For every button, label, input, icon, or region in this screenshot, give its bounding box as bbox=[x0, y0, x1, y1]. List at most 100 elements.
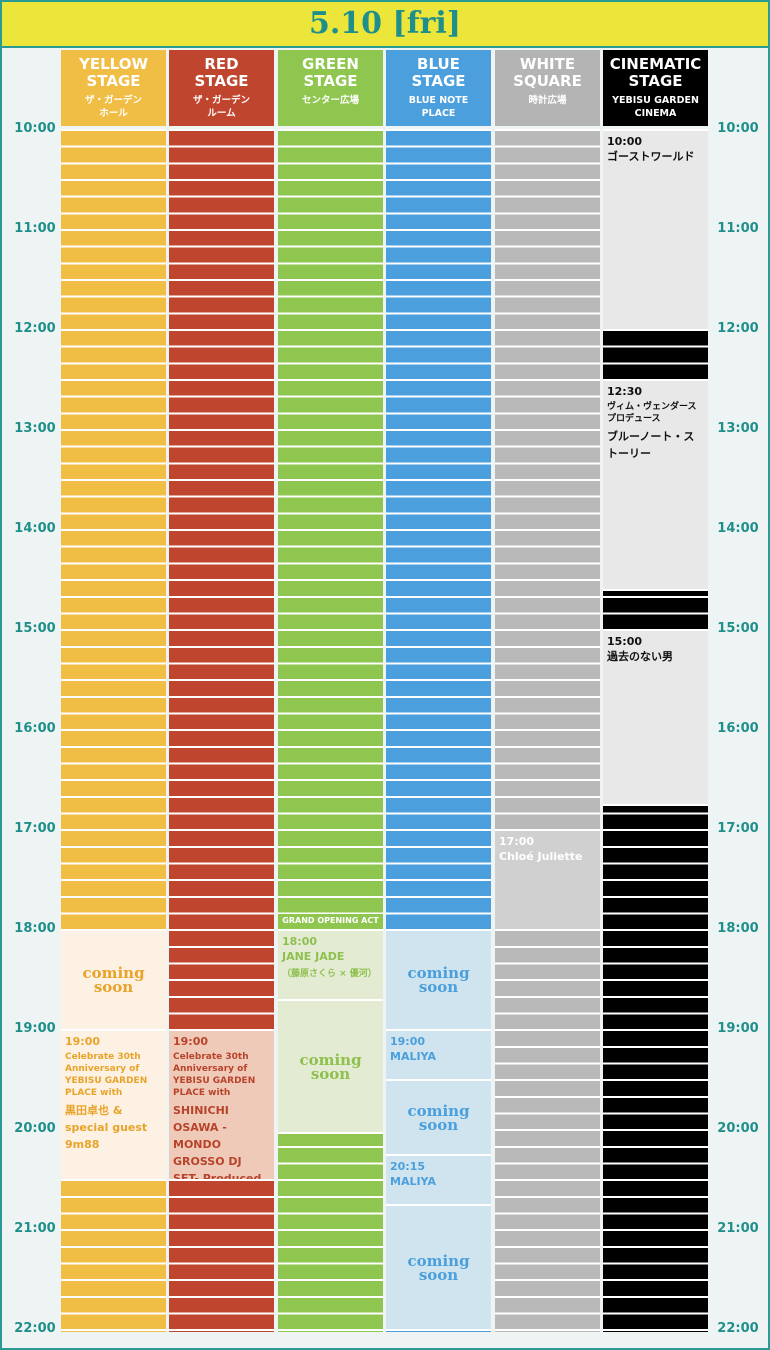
time-label: 17:00 bbox=[717, 821, 759, 836]
event-title: ゴーストワールド bbox=[607, 150, 695, 163]
coming-soon: coming soon bbox=[407, 964, 470, 996]
stage-name: GREEN STAGE bbox=[302, 55, 359, 90]
time-label: 10:00 bbox=[717, 121, 759, 136]
time-label: 11:00 bbox=[717, 221, 759, 236]
event-block: coming soon bbox=[386, 1206, 491, 1331]
event-block: 19:00 Celebrate 30th Anniversary of YEBIS… bbox=[169, 1031, 274, 1181]
event-time: 12:30 bbox=[607, 385, 643, 398]
stage-timeline: 19:00 Celebrate 30th Anniversary of YEBIS… bbox=[169, 129, 274, 1332]
time-label: 18:00 bbox=[717, 921, 759, 936]
event-block: 19:00 MALIYA bbox=[386, 1031, 491, 1081]
stage-column: YELLOW STAGE ザ・ガーデン ホール coming soon 19:00 Ce… bbox=[61, 2, 166, 1348]
event-time: 19:00 bbox=[65, 1035, 101, 1048]
coming-soon: coming soon bbox=[407, 1251, 470, 1284]
time-label: 14:00 bbox=[717, 521, 759, 536]
event-block: coming soon bbox=[278, 1001, 383, 1134]
stage-timeline: 10:00 ゴーストワールド 12:30 ヴィム・ヴェンダース プロデュースブルーノー… bbox=[603, 129, 708, 1332]
stage-timeline: coming soon 19:00 Celebrate 30th Anniversa… bbox=[61, 129, 166, 1332]
stage-column: RED STAGE ザ・ガーデン ルーム 19:00 Celebrate 30th A… bbox=[169, 2, 274, 1348]
stage-header: BLUE STAGE BLUE NOTE PLACE bbox=[386, 50, 491, 126]
event-time: 15:00 bbox=[607, 635, 643, 648]
time-label: 13:00 bbox=[717, 421, 759, 436]
date-title: 5.10 [fri] bbox=[2, 2, 768, 48]
event-note: Celebrate 30th Anniversary of YEBISU GAR… bbox=[65, 1052, 148, 1098]
event-title: MALIYA bbox=[390, 1050, 436, 1063]
stage-name: RED STAGE bbox=[194, 55, 249, 90]
time-label: 12:00 bbox=[717, 321, 759, 336]
opening-band: GRAND OPENING ACT bbox=[278, 914, 383, 928]
event-time: 19:00 bbox=[390, 1035, 426, 1048]
event-block: coming soon bbox=[386, 1081, 491, 1156]
event-block: 20:15 MALIYA bbox=[386, 1156, 491, 1206]
stage-header: YELLOW STAGE ザ・ガーデン ホール bbox=[61, 50, 166, 126]
time-label: 16:00 bbox=[14, 721, 56, 736]
stage-venue: ザ・ガーデン ホール bbox=[84, 95, 142, 119]
stage-column: BLUE STAGE BLUE NOTE PLACE coming soon 19:0… bbox=[386, 2, 491, 1348]
stage-timeline: coming soon 19:00 MALIYA coming soon 20:15 MA… bbox=[386, 129, 491, 1332]
stage-timeline: 17:00 Chloé Juliette bbox=[495, 129, 600, 1332]
time-label: 18:00 bbox=[14, 921, 56, 936]
stage-column: CINEMATIC STAGE YEBISU GARDEN CINEMA 10:00… bbox=[603, 2, 708, 1348]
stage-venue: YEBISU GARDEN CINEMA bbox=[612, 95, 699, 119]
time-label: 22:00 bbox=[717, 1321, 759, 1336]
time-label: 12:00 bbox=[14, 321, 56, 336]
stage-name: WHITE SQUARE bbox=[513, 55, 582, 90]
time-label: 17:00 bbox=[14, 821, 56, 836]
event-time: 20:15 bbox=[390, 1160, 426, 1173]
time-label: 14:00 bbox=[14, 521, 56, 536]
time-label: 21:00 bbox=[14, 1221, 56, 1236]
event-title: ブルーノート・ストーリー bbox=[607, 430, 695, 460]
coming-soon: coming soon bbox=[407, 1101, 470, 1134]
stage-column: WHITE SQUARE 時計広場 17:00 Chloé Juliette bbox=[495, 2, 600, 1348]
stage-name: CINEMATIC STAGE bbox=[609, 55, 702, 90]
event-time: 19:00 bbox=[173, 1035, 209, 1048]
stage-timeline: GRAND OPENING ACT 18:00 JANE JADE （藤原さくら × … bbox=[278, 129, 383, 1332]
event-block: 19:00 Celebrate 30th Anniversary of YEBIS… bbox=[61, 1031, 166, 1181]
time-label: 15:00 bbox=[717, 621, 759, 636]
time-label: 20:00 bbox=[14, 1121, 56, 1136]
stage-venue: 時計広場 bbox=[528, 95, 567, 106]
event-time: 17:00 bbox=[499, 835, 535, 848]
stage-header: WHITE SQUARE 時計広場 bbox=[495, 50, 600, 126]
event-title: Chloé Juliette bbox=[499, 850, 583, 863]
stage-header: GREEN STAGE センター広場 bbox=[278, 50, 383, 126]
event-block: 12:30 ヴィム・ヴェンダース プロデュースブルーノート・ストーリー bbox=[603, 381, 708, 591]
time-label: 22:00 bbox=[14, 1321, 56, 1336]
event-note: （藤原さくら × 優河） bbox=[282, 969, 377, 979]
event-block: 17:00 Chloé Juliette bbox=[495, 831, 600, 931]
event-block: coming soon bbox=[61, 931, 166, 1031]
event-title: 過去のない男 bbox=[607, 650, 673, 663]
time-label: 13:00 bbox=[14, 421, 56, 436]
event-block: coming soon bbox=[386, 931, 491, 1031]
event-note: ヴィム・ヴェンダース プロデュース bbox=[607, 402, 697, 424]
event-time: 18:00 bbox=[282, 935, 318, 948]
time-label: 19:00 bbox=[717, 1021, 759, 1036]
stage-venue: BLUE NOTE PLACE bbox=[408, 95, 469, 119]
event-title: SHINICHI OSAWA -MONDO GROSSO DJ SET- Pro… bbox=[173, 1104, 262, 1181]
time-label: 16:00 bbox=[717, 721, 759, 736]
event-block: 10:00 ゴーストワールド bbox=[603, 131, 708, 331]
stage-column: GREEN STAGE センター広場 GRAND OPENING ACT 18:00 J… bbox=[278, 2, 383, 1348]
stage-name: BLUE STAGE bbox=[411, 55, 466, 90]
event-block: 18:00 JANE JADE （藤原さくら × 優河） bbox=[278, 931, 383, 1001]
stage-header: CINEMATIC STAGE YEBISU GARDEN CINEMA bbox=[603, 50, 708, 126]
event-block: 15:00 過去のない男 bbox=[603, 631, 708, 806]
event-note: Celebrate 30th Anniversary of YEBISU GAR… bbox=[173, 1052, 256, 1098]
time-label: 10:00 bbox=[14, 121, 56, 136]
event-title: JANE JADE bbox=[282, 950, 345, 963]
event-title: 黒田卓也 & special guest 9m88 bbox=[65, 1104, 148, 1151]
stage-venue: センター広場 bbox=[301, 95, 359, 106]
time-label: 11:00 bbox=[14, 221, 56, 236]
coming-soon: coming soon bbox=[299, 1050, 362, 1083]
time-label: 19:00 bbox=[14, 1021, 56, 1036]
time-label: 15:00 bbox=[14, 621, 56, 636]
event-title: MALIYA bbox=[390, 1175, 436, 1188]
stage-venue: ザ・ガーデン ルーム bbox=[192, 95, 250, 119]
stage-header: RED STAGE ザ・ガーデン ルーム bbox=[169, 50, 274, 126]
time-label: 20:00 bbox=[717, 1121, 759, 1136]
time-label: 21:00 bbox=[717, 1221, 759, 1236]
coming-soon: coming soon bbox=[82, 964, 145, 996]
stage-name: YELLOW STAGE bbox=[79, 55, 148, 90]
event-time: 10:00 bbox=[607, 135, 643, 148]
